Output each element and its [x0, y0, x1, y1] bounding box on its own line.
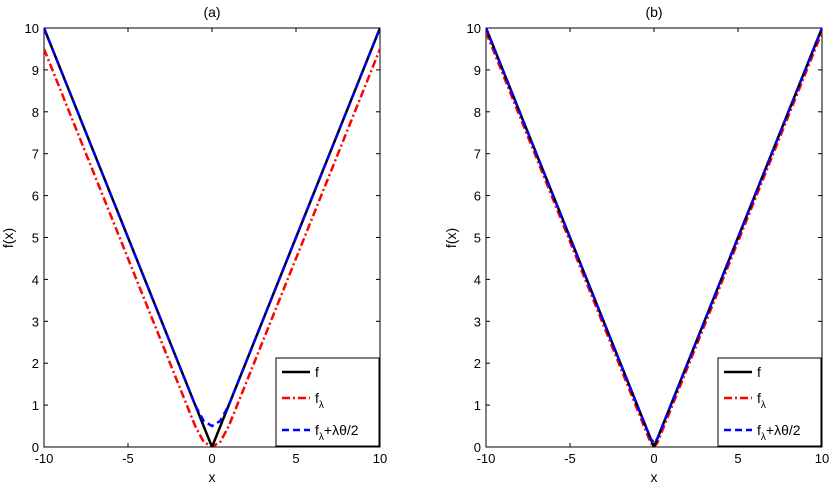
y-tick-label: 10 — [467, 21, 481, 36]
y-tick-label: 9 — [32, 63, 39, 78]
y-tick-label: 8 — [32, 105, 39, 120]
y-tick-label: 3 — [474, 314, 481, 329]
x-tick-label: -5 — [564, 451, 576, 466]
x-tick-label: -5 — [122, 451, 134, 466]
y-tick-label: 1 — [32, 398, 39, 413]
legend-label: fλ+λθ/2 — [757, 422, 801, 443]
y-tick-label: 1 — [474, 398, 481, 413]
y-tick-label: 2 — [474, 356, 481, 371]
y-tick-label: 6 — [32, 189, 39, 204]
y-tick-label: 7 — [474, 147, 481, 162]
y-tick-label: 0 — [32, 440, 39, 455]
y-tick-label: 6 — [474, 189, 481, 204]
x-tick-label: 10 — [815, 451, 829, 466]
y-tick-label: 5 — [32, 231, 39, 246]
x-axis-label: x — [209, 469, 216, 485]
legend: f fλ fλ+λθ/2 — [717, 357, 822, 447]
panel-title: (b) — [645, 4, 662, 20]
series-line-f-lambda-shifted — [44, 28, 380, 428]
y-tick-label: 7 — [32, 147, 39, 162]
y-tick-label: 8 — [474, 105, 481, 120]
series-line-f — [486, 28, 822, 447]
legend: f fλ fλ+λθ/2 — [275, 357, 380, 447]
x-tick-label: -10 — [477, 451, 496, 466]
series-line-f-lambda — [44, 48, 380, 447]
panel-b: (b) f(x) x -10 -5 0 5 10 0 1 2 3 4 5 6 7 8 9 10 f fλ fλ+λθ… — [443, 4, 829, 485]
y-tick-label: 4 — [32, 272, 39, 287]
y-tick-label: 5 — [474, 231, 481, 246]
x-tick-label: 5 — [734, 451, 741, 466]
y-tick-label: 0 — [474, 440, 481, 455]
legend-label: f — [315, 364, 319, 380]
y-tick-label: 4 — [474, 272, 481, 287]
y-tick-label: 10 — [25, 21, 39, 36]
legend-label: f — [757, 364, 761, 380]
x-axis-label: x — [651, 469, 658, 485]
x-tick-label: 5 — [292, 451, 299, 466]
x-tick-label: 10 — [373, 451, 387, 466]
x-tick-label: -10 — [35, 451, 54, 466]
x-tick-label: 0 — [650, 451, 657, 466]
series-line-f-lambda — [486, 31, 822, 447]
legend-label: fλ — [757, 390, 766, 411]
y-tick-label: 2 — [32, 356, 39, 371]
panel-a: (a) f(x) x -10 -5 0 5 10 0 1 2 3 4 5 6 7 8 9 10 f fλ fλ+λθ… — [0, 4, 387, 485]
x-tick-label: 0 — [208, 451, 215, 466]
y-axis-label: f(x) — [0, 228, 16, 248]
series-line-f-lambda-shifted — [486, 28, 822, 445]
panel-title: (a) — [203, 4, 220, 20]
y-tick-label: 3 — [32, 314, 39, 329]
y-axis-label: f(x) — [443, 228, 459, 248]
legend-label: fλ+λθ/2 — [315, 422, 359, 443]
y-tick-label: 9 — [474, 63, 481, 78]
legend-label: fλ — [315, 390, 324, 411]
